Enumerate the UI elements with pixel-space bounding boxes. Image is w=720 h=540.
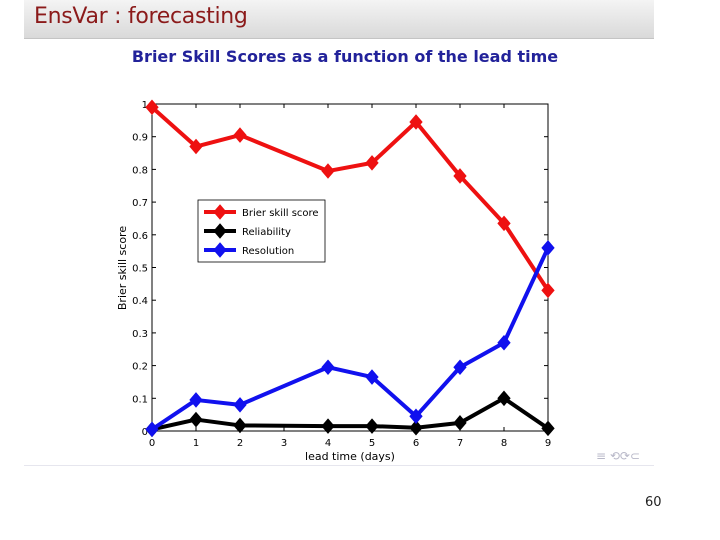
legend-label: Brier skill score: [242, 208, 319, 219]
data-point: [189, 411, 203, 428]
y-tick-label: 0.9: [132, 133, 148, 144]
series-reliability: [145, 390, 555, 438]
x-tick-label: 4: [325, 438, 331, 449]
page-number: 60: [645, 495, 662, 510]
series-line: [150, 247, 550, 432]
y-tick-label: 0.4: [132, 296, 148, 307]
legend-marker: [213, 242, 227, 258]
x-tick-label: 6: [413, 438, 419, 449]
data-point: [233, 397, 247, 413]
x-tick-label: 1: [193, 438, 199, 449]
data-point: [365, 155, 379, 171]
data-point: [497, 390, 511, 407]
y-tick-label: 0.3: [132, 329, 148, 340]
x-tick-label: 0: [149, 438, 155, 449]
series-line: [150, 105, 550, 292]
data-point: [321, 418, 335, 434]
data-point: [453, 168, 467, 184]
y-tick-label: 0.1: [132, 394, 148, 405]
y-axis-label: Brier skill score: [116, 226, 129, 310]
x-tick-label: 2: [237, 438, 243, 449]
data-point: [541, 282, 555, 299]
data-point: [233, 127, 247, 143]
data-point: [409, 114, 423, 130]
legend-label: Resolution: [242, 246, 294, 257]
legend: Brier skill score Reliability Resolution: [197, 199, 326, 263]
x-axis-label: lead time (days): [305, 450, 395, 463]
y-tick-label: 0.2: [132, 362, 148, 373]
x-tick-label: 5: [369, 438, 375, 449]
x-tick-label: 9: [545, 438, 551, 449]
series-layer: [145, 99, 555, 438]
slide-title: EnsVar : forecasting: [34, 4, 248, 29]
x-tick-label: 8: [501, 438, 507, 449]
data-point: [233, 417, 247, 434]
series-brier-skill-score: [145, 99, 555, 299]
series-resolution: [145, 240, 555, 438]
legend-label: Reliability: [242, 227, 291, 238]
chart-title: Brier Skill Scores as a function of the …: [131, 47, 559, 66]
slide-header-bar: EnsVar : forecasting: [24, 0, 654, 39]
y-tick-label: 0: [142, 427, 148, 438]
data-point: [365, 418, 379, 434]
y-tick-label: 0.7: [132, 198, 148, 209]
y-tick-label: 1: [142, 100, 148, 111]
beamer-navigation-icons[interactable]: ≡ ⟲⟳⊂: [596, 449, 641, 463]
data-point: [497, 215, 511, 232]
data-point: [145, 99, 159, 116]
data-point: [365, 369, 379, 385]
data-point: [409, 419, 423, 436]
y-tick-label: 0.6: [132, 231, 148, 242]
data-point: [453, 415, 467, 431]
data-point: [453, 359, 467, 376]
x-tick-label: 7: [457, 438, 463, 449]
data-point: [541, 420, 555, 437]
legend-marker: [213, 223, 227, 239]
axis-ticks: 0 1 2 3 4 5 6 7 8 9 0 0.1 0.2 0.3 0.4 0.5 0.6 0.7 0.8 0.9 1: [132, 100, 551, 449]
data-point: [541, 240, 555, 256]
data-point: [189, 392, 203, 408]
plot-frame: [151, 103, 549, 432]
legend-marker: [213, 204, 227, 220]
y-tick-label: 0.5: [132, 264, 148, 275]
data-point: [497, 334, 511, 351]
data-point: [321, 359, 335, 376]
data-point: [145, 421, 159, 438]
x-tick-label: 3: [281, 438, 287, 449]
data-point: [321, 163, 335, 179]
data-point: [409, 408, 423, 425]
data-point: [189, 138, 203, 155]
y-tick-label: 0.8: [132, 165, 148, 176]
footer-rule: [24, 465, 654, 466]
